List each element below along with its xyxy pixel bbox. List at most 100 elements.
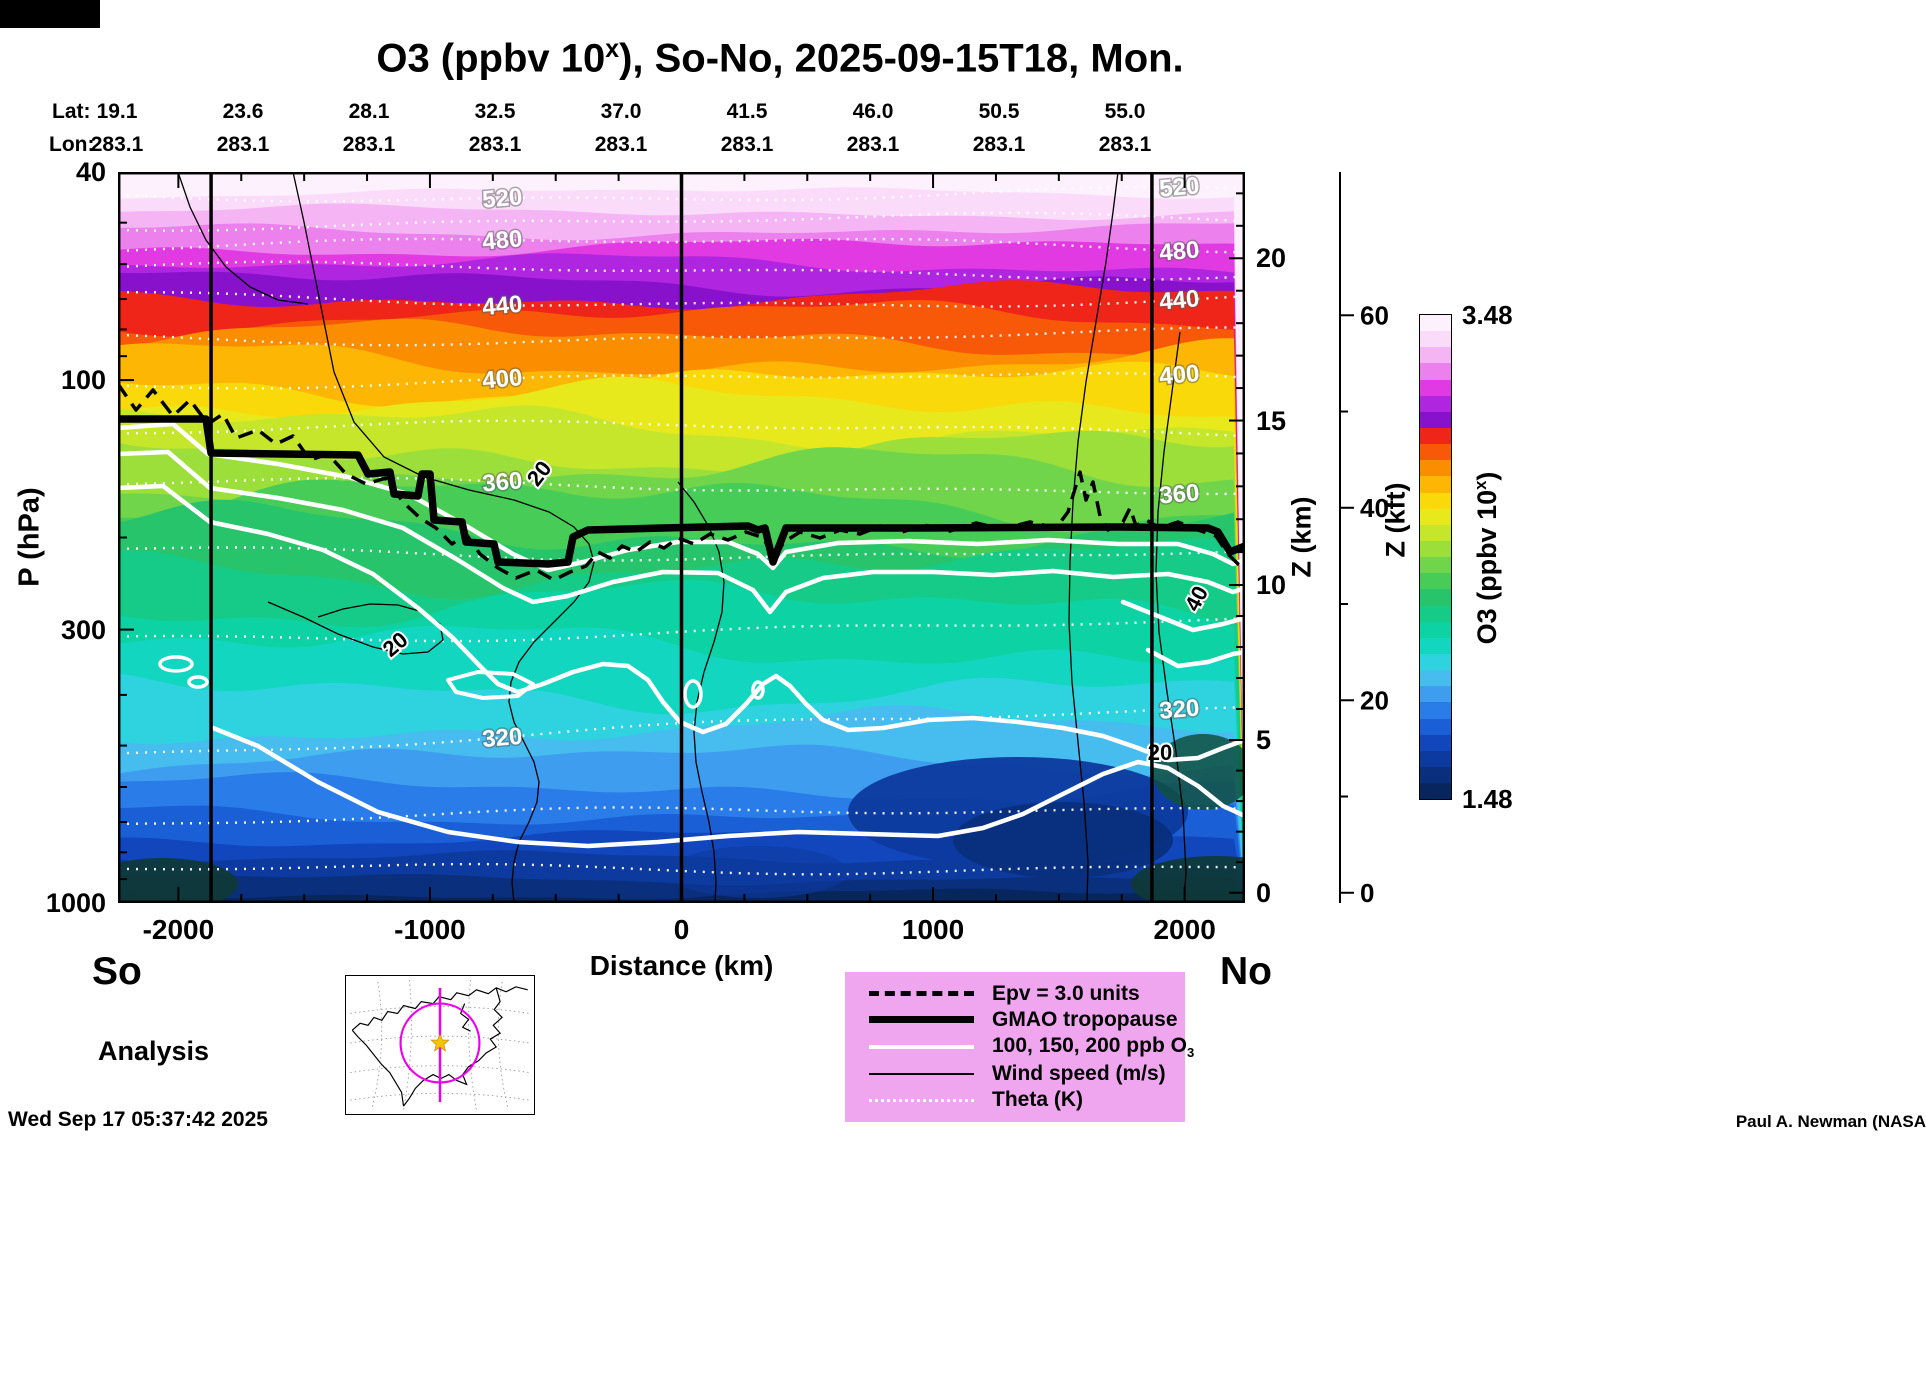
lon-values-row: 283.1 283.1 283.1 283.1 283.1 283.1 283.1 283.1… xyxy=(0,133,1926,159)
title-suffix: ), So-No, 2025-09-15T18, Mon. xyxy=(619,36,1184,81)
distance-tick-label: 1000 xyxy=(901,914,965,945)
colorbar-segment xyxy=(1420,734,1451,751)
lat-value: 50.5 xyxy=(978,100,1020,123)
colorbar-segment xyxy=(1420,347,1451,364)
colorbar-min-label: 1.48 xyxy=(1462,784,1513,814)
colorbar-segment xyxy=(1420,718,1451,735)
timestamp: Wed Sep 17 05:37:42 2025 xyxy=(8,1108,268,1131)
plot-title: O3 (ppbv 10x), So-No, 2025-09-15T18, Mon… xyxy=(0,36,1560,81)
svg-text:440: 440 xyxy=(1158,285,1200,315)
colorbar-segment xyxy=(1420,653,1451,671)
colorbar-segment xyxy=(1420,508,1451,525)
pressure-tick-label: 300 xyxy=(60,614,106,645)
z-kft-axis: 60 40 20 0 xyxy=(1339,172,1389,903)
z-km-tick-label: 20 xyxy=(1256,243,1287,274)
legend-item: Theta (K) xyxy=(869,1088,1185,1112)
colorbar-segment xyxy=(1420,427,1451,445)
lon-caption: Lon: xyxy=(49,133,95,156)
colorbar-segment xyxy=(1420,766,1451,784)
title-prefix: O3 (ppbv 10 xyxy=(376,36,606,81)
distance-tick-label: 0 xyxy=(673,914,690,945)
z-km-tick-label: 5 xyxy=(1256,724,1272,755)
lon-value: 283.1 xyxy=(972,133,1026,156)
distance-tick-label: 2000 xyxy=(1153,914,1216,945)
colorbar-segment xyxy=(1420,379,1451,396)
lat-value: 23.6 xyxy=(222,100,264,123)
legend-item: Epv = 3.0 units xyxy=(869,982,1185,1006)
legend-item: Wind speed (m/s) xyxy=(869,1062,1185,1086)
svg-text:320: 320 xyxy=(1158,694,1200,724)
pressure-axis-label: P (hPa) xyxy=(13,487,46,587)
svg-text:480: 480 xyxy=(1158,236,1200,266)
colorbar-segment xyxy=(1420,605,1451,622)
legend-item: 100, 150, 200 ppb O3 xyxy=(869,1034,1194,1060)
analysis-label: Analysis xyxy=(98,1036,210,1066)
legend-box: Epv = 3.0 units GMAO tropopause 100, 150, … xyxy=(845,972,1194,1122)
svg-text:440: 440 xyxy=(481,291,523,321)
endpoint-so: So xyxy=(92,950,142,993)
svg-text:0: 0 xyxy=(1360,878,1374,903)
lat-value: 41.5 xyxy=(726,100,768,123)
colorbar-title-exponent: x xyxy=(1471,480,1490,490)
legend-item-label: 100, 150, 200 ppb O3 xyxy=(992,1033,1195,1061)
lat-value: 37.0 xyxy=(600,100,642,123)
lat-caption: Lat: xyxy=(52,100,91,123)
colorbar-title: O3 (ppbv 10x) xyxy=(1471,472,1503,645)
legend-item: GMAO tropopause xyxy=(869,1008,1185,1032)
legend-item-label: Theta (K) xyxy=(992,1088,1083,1112)
lon-value: 283.1 xyxy=(594,133,648,156)
colorbar-segment xyxy=(1420,331,1451,348)
colorbar-segment xyxy=(1420,476,1451,493)
pressure-tick-label: 40 xyxy=(75,157,106,187)
colorbar-segment xyxy=(1420,395,1451,412)
svg-text:360: 360 xyxy=(1158,479,1200,509)
colorbar-segment xyxy=(1420,315,1451,332)
svg-text:400: 400 xyxy=(1158,360,1200,390)
locator-star xyxy=(430,1033,450,1052)
lat-value: 46.0 xyxy=(852,100,894,123)
colorbar-segment xyxy=(1420,460,1451,477)
lat-values-row: 19.1 23.6 28.1 32.5 37.0 41.5 46.0 50.5 55.0 xyxy=(0,100,1926,126)
colorbar-segment xyxy=(1420,750,1451,767)
colorbar-segment xyxy=(1420,573,1451,590)
legend-swatch-thin-black xyxy=(869,1073,974,1076)
z-km-tick-label: 0 xyxy=(1256,877,1272,908)
inset-map xyxy=(345,975,535,1115)
pressure-tick-label: 100 xyxy=(60,365,106,396)
z-kft-axis-label: Z (kft) xyxy=(1380,482,1411,558)
pressure-tick-label: 1000 xyxy=(45,888,106,918)
colorbar-segment xyxy=(1420,540,1451,558)
colorbar-max-label: 3.48 xyxy=(1462,300,1513,330)
colorbar-segment xyxy=(1420,686,1451,703)
z-km-tick-label: 15 xyxy=(1256,405,1287,436)
colorbar-segment xyxy=(1420,783,1451,800)
svg-text:320: 320 xyxy=(481,723,523,753)
credit: Paul A. Newman (NASA xyxy=(1735,1112,1926,1131)
legend-swatch-dashed-black xyxy=(869,991,974,997)
legend-swatch-dotted-white xyxy=(869,1098,974,1102)
lon-value: 283.1 xyxy=(1098,133,1152,156)
lon-value: 283.1 xyxy=(342,133,396,156)
colorbar-segment xyxy=(1420,670,1451,687)
lat-value: 32.5 xyxy=(474,100,516,123)
colorbar-segment xyxy=(1420,444,1451,461)
corner-mark xyxy=(0,0,100,28)
svg-text:400: 400 xyxy=(481,364,523,394)
colorbar-segment xyxy=(1420,363,1451,380)
colorbar-segment xyxy=(1420,524,1451,541)
svg-text:20: 20 xyxy=(1360,685,1389,715)
colorbar-segment xyxy=(1420,621,1451,638)
title-exponent: x xyxy=(605,36,620,63)
z-km-axis-label: Z (km) xyxy=(1286,496,1317,578)
distance-tick-label: -1000 xyxy=(394,914,466,945)
lon-value: 283.1 xyxy=(846,133,900,156)
svg-text:60: 60 xyxy=(1360,300,1389,330)
lon-value: 283.1 xyxy=(720,133,774,156)
colorbar-segment xyxy=(1420,557,1451,574)
lat-value: 19.1 xyxy=(96,100,138,123)
colorbar xyxy=(1419,314,1452,800)
colorbar-title-prefix: O3 (ppbv 10 xyxy=(1472,489,1502,645)
lon-value: 283.1 xyxy=(468,133,522,156)
legend-swatch-thick-black xyxy=(869,1016,974,1024)
